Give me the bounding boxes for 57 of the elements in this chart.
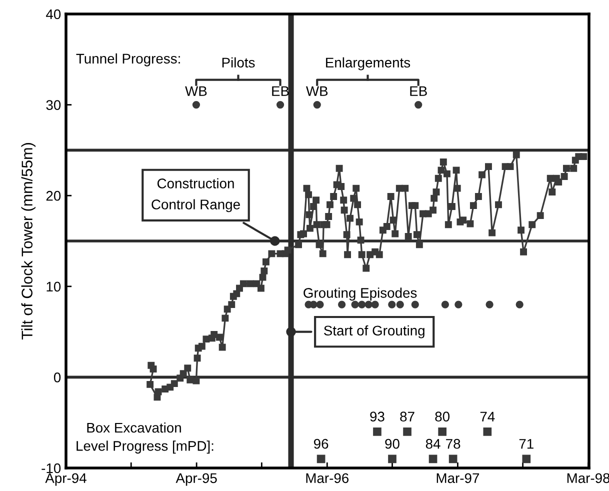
point — [351, 300, 359, 308]
y-axis-title: Tilt of Clock Tower (mm/55m) — [21, 143, 36, 340]
annotation: 90 — [385, 438, 400, 449]
annotation: Box Excavation — [87, 422, 181, 433]
point — [396, 300, 404, 308]
x-tick-label: Apr-95 — [176, 473, 217, 486]
annotation: Construction Control Range — [152, 178, 240, 212]
annotation: Start of Grouting — [324, 325, 424, 338]
x-tick-label: Mar-96 — [306, 473, 349, 484]
annotation: Grouting Episodes — [304, 288, 417, 301]
point — [276, 100, 284, 109]
y-tick-label: 0 — [54, 372, 61, 382]
annotation: Enlargements — [326, 57, 410, 70]
annotation: Tunnel Progress: — [76, 53, 180, 66]
point — [313, 100, 321, 109]
point — [338, 300, 346, 308]
point — [371, 300, 379, 308]
point — [316, 454, 326, 464]
point — [388, 454, 396, 464]
annotation: 71 — [519, 439, 534, 449]
annotation: 78 — [446, 438, 460, 449]
point — [438, 428, 446, 436]
point — [411, 300, 419, 308]
point — [448, 454, 458, 464]
annotation: 93 — [370, 412, 384, 422]
x-tick-label: Apr-94 — [45, 473, 86, 486]
annotation: Level Progress [mPD]: — [76, 440, 214, 454]
point — [373, 428, 382, 436]
y-tick-label: 10 — [46, 282, 61, 292]
point — [486, 300, 494, 308]
point — [358, 300, 366, 308]
point — [522, 454, 531, 464]
y-tick-label: -10 — [42, 463, 61, 474]
point — [388, 300, 396, 308]
data-label: WB — [185, 86, 207, 96]
annotation: 80 — [435, 412, 450, 422]
x-tick-label: Mar-97 — [436, 473, 480, 484]
point — [483, 428, 492, 436]
point — [192, 100, 200, 109]
point — [516, 300, 524, 308]
data-label: WB — [306, 86, 328, 96]
annotation: 84 — [426, 438, 440, 449]
y-tick-label: 20 — [46, 190, 61, 201]
point — [454, 300, 462, 308]
point — [364, 300, 372, 308]
point — [441, 300, 450, 308]
point — [316, 300, 324, 308]
annotation: 87 — [400, 412, 414, 422]
point — [428, 454, 438, 464]
point — [414, 100, 422, 109]
annotation: 74 — [480, 412, 495, 422]
point — [403, 428, 412, 436]
annotation: Pilots — [222, 57, 255, 68]
data-label: EB — [410, 86, 427, 96]
y-tick-label: 40 — [46, 9, 61, 20]
annotation: 96 — [314, 438, 328, 449]
y-tick-label: 30 — [46, 100, 61, 110]
